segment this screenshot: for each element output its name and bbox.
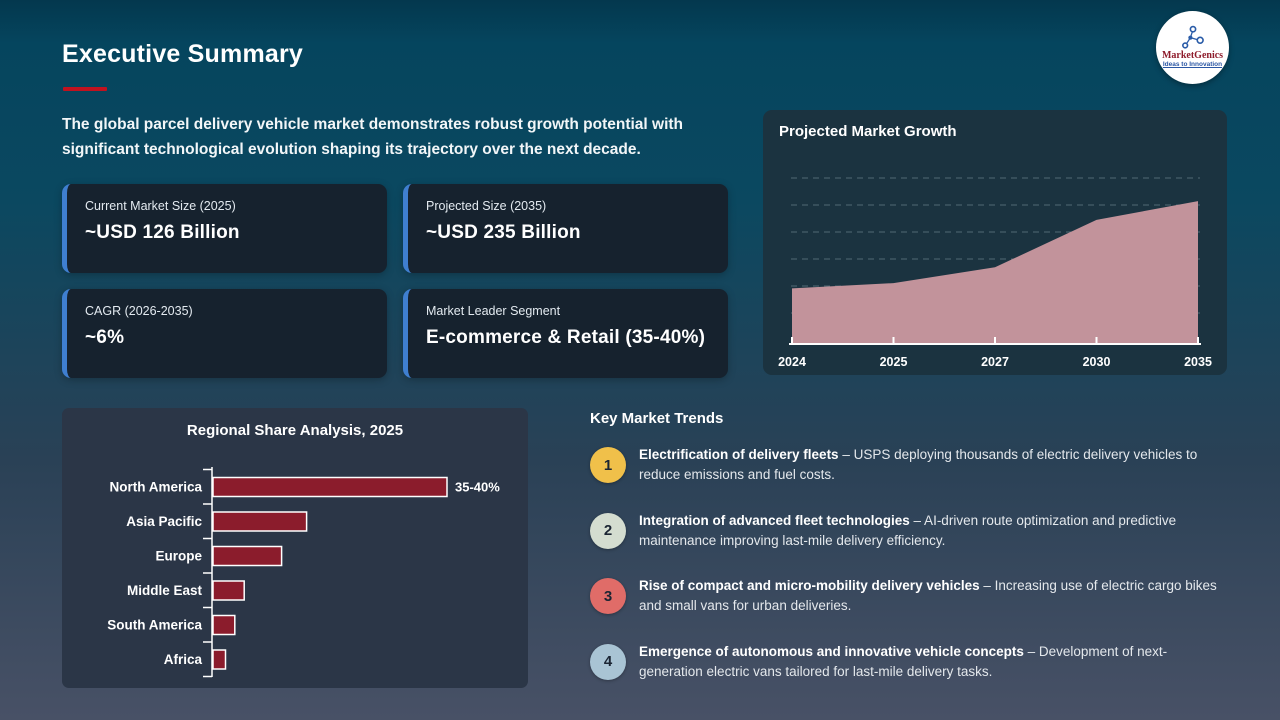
intro-text: The global parcel delivery vehicle marke…	[62, 116, 684, 159]
logo-tagline: Ideas to Innovation	[1162, 61, 1223, 69]
stat-label: Market Leader Segment	[426, 304, 561, 318]
trend-desc: – AI-driven route optimization and predi…	[639, 512, 1177, 548]
svg-text:2024: 2024	[778, 355, 806, 369]
trend-badge-4: 4	[590, 643, 626, 680]
page-title: Executive Summary	[62, 40, 304, 68]
regional-chart-card: Regional Share Analysis, 2025 North Amer…	[62, 408, 528, 688]
regional-chart-svg: North America 35-40% Asia Pacific Europe Mid…	[107, 467, 500, 678]
stat-value: ~USD 126 Billion	[85, 222, 240, 243]
trend-item-1: 1 Electrification of delivery fleets – U…	[590, 445, 1230, 486]
svg-text:2027: 2027	[981, 355, 1009, 369]
growth-chart-svg: 2024 2025 2027 2030 2035	[778, 177, 1212, 369]
trend-desc: – USPS deploying thousands of electric d…	[639, 447, 1198, 483]
title-underline	[63, 87, 107, 91]
svg-text:Europe: Europe	[155, 549, 202, 564]
stat-label: CAGR (2026-2035)	[85, 304, 193, 318]
growth-chart-title: Projected Market Growth	[779, 123, 957, 140]
trend-bold: Electrification of delivery fleets	[639, 447, 839, 462]
trend-badge-2: 2	[590, 512, 626, 549]
key-market-trends: Key Market Trends 1 Electrification of d…	[590, 410, 1230, 707]
trend-bold: Integration of advanced fleet technologi…	[639, 512, 910, 528]
svg-text:North America: North America	[109, 480, 202, 495]
logo-name: MarketGenics	[1161, 50, 1224, 62]
svg-text:Middle East: Middle East	[127, 583, 203, 598]
growth-chart-card: Projected Market Growth 2024 2025 2027 2030…	[763, 110, 1227, 375]
stat-card-current-size: Current Market Size (2025) ~USD 126 Bill…	[62, 184, 387, 273]
svg-text:2025: 2025	[880, 355, 908, 369]
trend-text: Rise of compact and micro-mobility deliv…	[639, 576, 1227, 617]
svg-text:35-40%: 35-40%	[455, 480, 500, 495]
trend-desc: – Development of next-generation electri…	[639, 643, 1168, 679]
stat-card-projected-size: Projected Size (2035) ~USD 235 Billion	[403, 184, 728, 273]
trend-item-3: 3 Rise of compact and micro-mobility del…	[590, 576, 1230, 617]
trend-badge-1: 1	[590, 447, 626, 484]
stat-value: ~6%	[85, 327, 125, 348]
trend-badge-3: 3	[590, 578, 626, 615]
stat-card-leader-segment: Market Leader Segment E-commerce & Retai…	[403, 289, 728, 378]
stat-value: ~USD 235 Billion	[426, 222, 581, 243]
stat-cards: Current Market Size (2025) ~USD 126 Bill…	[62, 184, 728, 378]
svg-text:Africa: Africa	[164, 652, 203, 667]
svg-text:2030: 2030	[1083, 355, 1111, 369]
trend-bold: Rise of compact and micro-mobility deliv…	[639, 578, 980, 593]
trend-bold: Emergence of autonomous and innovative v…	[639, 643, 1024, 659]
trend-desc: – Increasing use of electric cargo bikes…	[639, 578, 1217, 614]
stat-label: Projected Size (2035)	[426, 199, 547, 213]
svg-text:Asia Pacific: Asia Pacific	[126, 514, 202, 529]
regional-chart-title: Regional Share Analysis, 2025	[186, 422, 404, 439]
marketgenics-logo: MarketGenics Ideas to Innovation	[1156, 11, 1229, 84]
trends-title: Key Market Trends	[590, 410, 724, 427]
svg-text:2035: 2035	[1184, 355, 1212, 369]
trend-text: Emergence of autonomous and innovative v…	[639, 642, 1227, 683]
stat-label: Current Market Size (2025)	[85, 199, 236, 213]
svg-text:South America: South America	[107, 618, 202, 633]
trend-text: Integration of advanced fleet technologi…	[639, 511, 1227, 552]
stat-value: E-commerce & Retail (35-40%)	[426, 327, 706, 348]
stat-card-cagr: CAGR (2026-2035) ~6%	[62, 289, 387, 378]
trend-item-2: 2 Integration of advanced fleet technolo…	[590, 511, 1230, 552]
molecule-icon	[1181, 26, 1204, 49]
trend-text: Electrification of delivery fleets – USP…	[639, 445, 1227, 486]
trend-item-4: 4 Emergence of autonomous and innovative…	[590, 642, 1230, 683]
